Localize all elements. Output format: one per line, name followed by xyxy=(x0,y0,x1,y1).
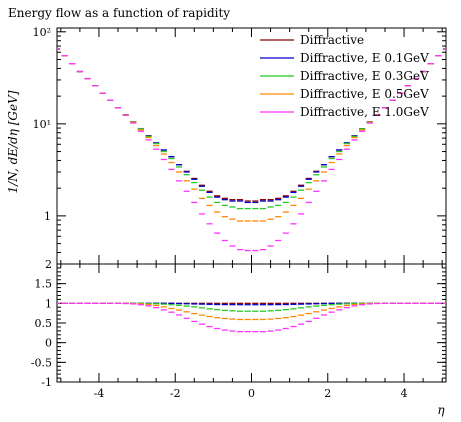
ratio-y-tick-label: -0.5 xyxy=(31,356,52,369)
legend: Diffractive Diffractive, E 0.1GeV Diffract… xyxy=(260,33,429,119)
x-tick-label: -4 xyxy=(94,387,105,400)
ratio-y-tick-label: 1 xyxy=(45,297,52,310)
series-4 xyxy=(57,302,446,333)
x-tick-label: 0 xyxy=(248,387,255,400)
legend-label: Diffractive, E 0.1GeV xyxy=(300,51,429,65)
ratio-y-tick-label: 0 xyxy=(45,337,52,350)
legend-label: Diffractive, E 0.5GeV xyxy=(300,87,429,101)
y-tick-label: 10¹ xyxy=(33,118,51,131)
ratio-y-tick-label: 2 xyxy=(45,258,52,271)
main-panel: 1 10¹ 10² Diffractive Diffractive, E 0.1GeV… xyxy=(33,26,447,265)
legend-label: Diffractive xyxy=(300,33,364,47)
y-axis-label: 1/N, dE/dη [GeV] xyxy=(6,90,20,193)
x-tick-label: 4 xyxy=(401,387,408,400)
series-4 xyxy=(57,48,446,252)
legend-label: Diffractive, E 1.0GeV xyxy=(300,105,429,119)
ratio-y-tick-label: 0.5 xyxy=(35,317,53,330)
x-tick-label: 2 xyxy=(324,387,331,400)
chart-title: Energy flow as a function of rapidity xyxy=(8,6,230,20)
ratio-y-tick-label: 1.5 xyxy=(35,278,53,291)
ratio-plot-frame xyxy=(56,263,447,383)
x-axis-label: η xyxy=(437,403,445,417)
x-tick-label: -2 xyxy=(170,387,181,400)
y-tick-label: 10² xyxy=(33,26,51,39)
legend-label: Diffractive, E 0.3GeV xyxy=(300,69,429,83)
ratio-y-tick-label: -1 xyxy=(41,376,52,389)
series-3 xyxy=(57,302,446,321)
series-2 xyxy=(57,302,446,312)
ratio-panel: -4 -2 0 2 4 -1 -0.5 0 0.5 1 1.5 2 xyxy=(31,258,447,400)
y-tick-label: 1 xyxy=(44,210,51,223)
